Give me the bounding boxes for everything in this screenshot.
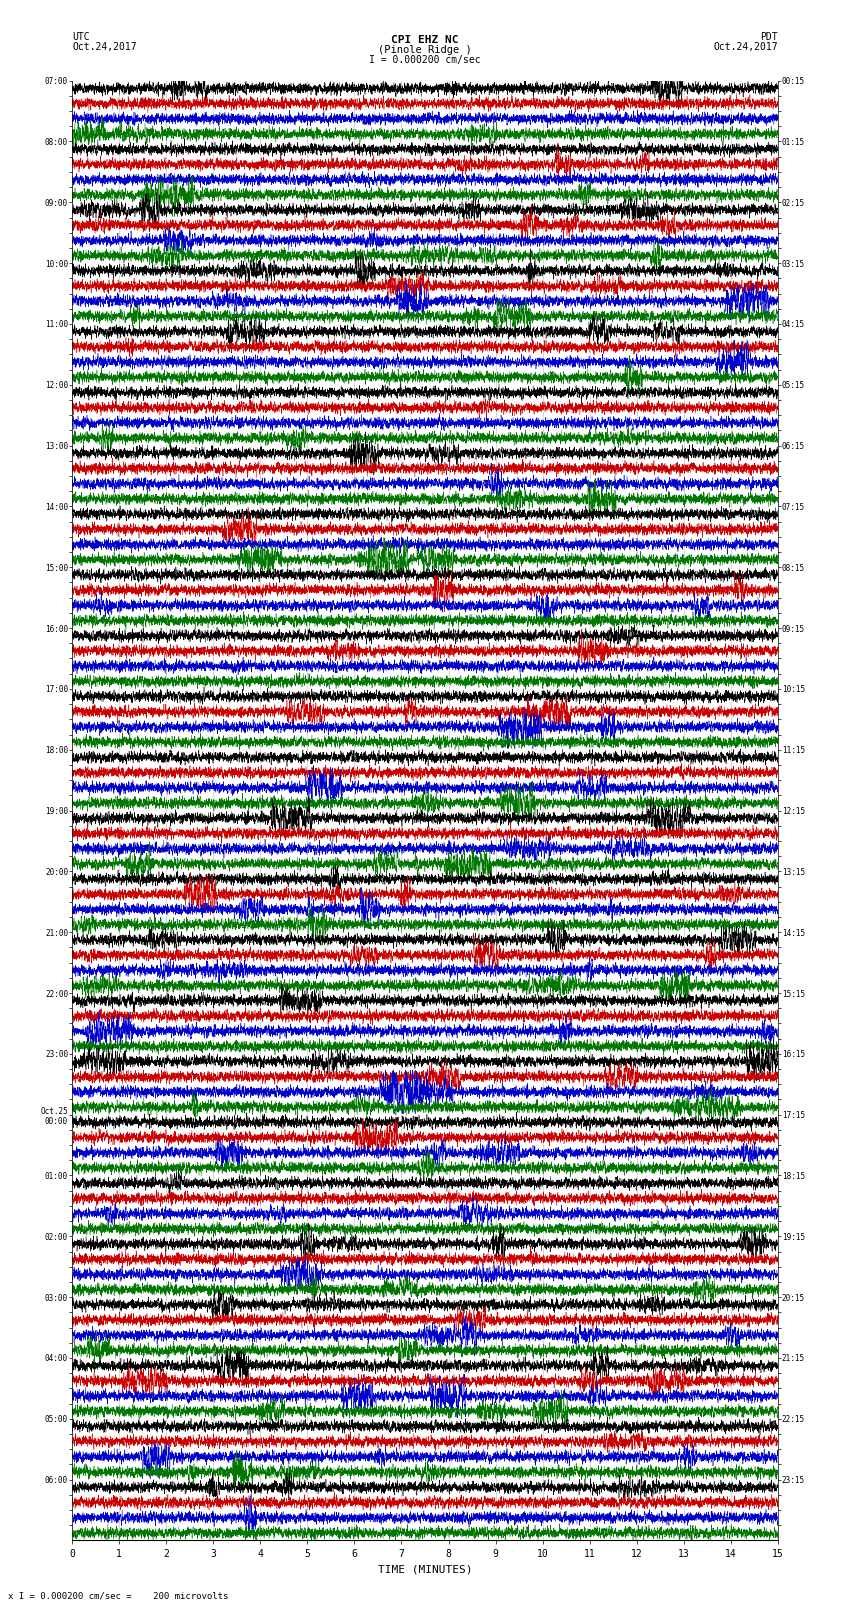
Text: CPI EHZ NC: CPI EHZ NC — [391, 35, 459, 45]
X-axis label: TIME (MINUTES): TIME (MINUTES) — [377, 1565, 473, 1574]
Text: x I = 0.000200 cm/sec =    200 microvolts: x I = 0.000200 cm/sec = 200 microvolts — [8, 1590, 229, 1600]
Text: I = 0.000200 cm/sec: I = 0.000200 cm/sec — [369, 55, 481, 65]
Text: (Pinole Ridge ): (Pinole Ridge ) — [378, 45, 472, 55]
Text: Oct.24,2017: Oct.24,2017 — [72, 42, 137, 52]
Text: PDT: PDT — [760, 32, 778, 42]
Text: UTC: UTC — [72, 32, 90, 42]
Text: Oct.24,2017: Oct.24,2017 — [713, 42, 778, 52]
